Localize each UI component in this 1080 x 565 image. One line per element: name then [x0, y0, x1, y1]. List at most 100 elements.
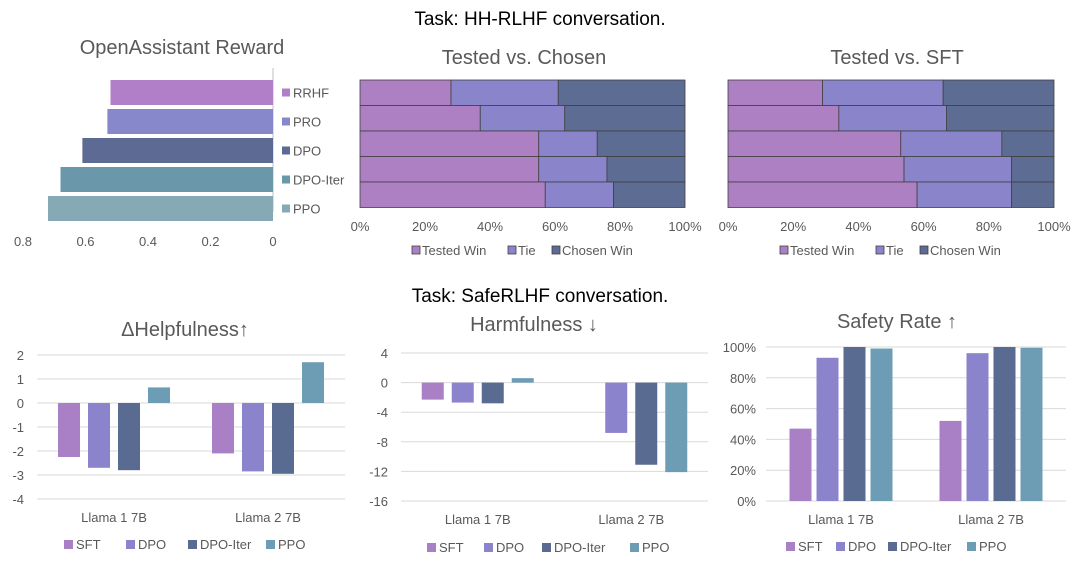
x-tick-label: 20%: [780, 219, 806, 234]
bar-segment-tie: [916, 181, 1013, 208]
x-tick-label: 20%: [412, 219, 438, 234]
legend-label: PPO: [278, 537, 305, 552]
category-label: Llama 1 7B: [445, 512, 511, 527]
legend-marker-chosen-win: [551, 245, 561, 255]
bar-ppo: [511, 378, 534, 383]
legend-marker-sft: [64, 540, 73, 549]
y-tick-label: 0%: [737, 494, 756, 509]
legend-marker-dpo-iter: [188, 540, 197, 549]
legend-label: DPO: [848, 539, 876, 554]
bar-dpo-iter: [60, 167, 273, 192]
x-tick-label: 80%: [976, 219, 1002, 234]
bar-segment-chosen-win: [613, 181, 686, 208]
chart-title: Tested vs. SFT: [830, 47, 963, 69]
y-tick-label: -4: [12, 492, 24, 507]
bar-dpo: [242, 403, 264, 472]
legend-marker-sft: [427, 543, 436, 552]
legend-marker-ppo: [266, 540, 275, 549]
bar-segment-tested-win: [727, 130, 902, 157]
legend-marker-ppo: [282, 204, 290, 213]
safety-rate-chart: Safety Rate ↑ 100% 80% 60% 40% 20% 0% Llama 1 7…: [723, 311, 1066, 554]
bar-segment-chosen-win: [1011, 156, 1055, 183]
bar-segment-tested-win: [359, 181, 546, 208]
bar-sft: [58, 403, 80, 457]
category-label: DPO-Iter: [293, 173, 345, 188]
legend-label: Tie: [886, 243, 904, 258]
category-label: PRO: [293, 115, 321, 130]
bar-segment-tie: [903, 156, 1013, 183]
bar-sft: [789, 428, 812, 501]
legend-label: SFT: [76, 537, 101, 552]
x-tick-label: 0.2: [201, 234, 219, 249]
x-tick-label: 40%: [845, 219, 871, 234]
bar-segment-tie: [538, 130, 598, 157]
legend-label: Chosen Win: [930, 243, 1001, 258]
legend-marker-sft: [786, 542, 795, 551]
bar-dpo: [816, 357, 839, 501]
bar-segment-tie: [900, 130, 1003, 157]
legend-label: PPO: [642, 540, 669, 555]
bar-dpo: [605, 382, 628, 433]
y-tick-label: -16: [369, 494, 388, 509]
y-tick-label: -12: [369, 464, 388, 479]
bar-segment-tie: [544, 181, 614, 208]
x-tick-label: 80%: [607, 219, 633, 234]
legend-marker-dpo-iter: [282, 175, 290, 184]
legend-label: Chosen Win: [562, 243, 633, 258]
x-tick-label: 0.6: [76, 234, 94, 249]
bar-ppo: [148, 387, 170, 403]
bar-dpo-iter: [481, 382, 504, 404]
helpfulness-chart: ΔHelpfulness↑ 2 1 0 -1 -2 -3 -4 Llama 1 7B Llama …: [12, 319, 345, 552]
y-tick-label: -2: [12, 444, 24, 459]
bar-rrhf: [110, 80, 273, 105]
y-tick-label: 0: [381, 376, 388, 391]
category-label: Llama 2 7B: [598, 512, 664, 527]
bar-ppo: [665, 382, 688, 473]
legend-marker-dpo: [836, 542, 845, 551]
bar-sft: [212, 403, 234, 454]
tested-vs-chosen-chart: Tested vs. Chosen 0% 20% 40% 60% 80% 100% Teste…: [351, 47, 702, 258]
bar-segment-chosen-win: [596, 130, 686, 157]
y-tick-label: 80%: [730, 371, 756, 386]
harmfulness-chart: Harmfulness ↓ 4 0 -4 -8 -12 -16 Llama 1 7B Llama…: [369, 314, 708, 555]
bar-segment-chosen-win: [1011, 181, 1055, 208]
legend-marker-pro: [282, 117, 290, 126]
x-tick-label: 0.4: [139, 234, 157, 249]
y-tick-label: 100%: [723, 340, 757, 355]
y-tick-label: 2: [17, 348, 24, 363]
y-tick-label: 40%: [730, 432, 756, 447]
x-tick-label: 0%: [719, 219, 738, 234]
y-tick-label: 1: [17, 372, 24, 387]
y-tick-label: 60%: [730, 402, 756, 417]
bar-segment-tested-win: [359, 156, 540, 183]
bar-dpo: [82, 138, 273, 163]
bar-segment-tested-win: [727, 105, 840, 132]
category-label: Llama 2 7B: [958, 512, 1024, 527]
legend-marker-dpo-iter: [888, 542, 897, 551]
y-tick-label: -1: [12, 420, 24, 435]
chart-title: OpenAssistant Reward: [80, 37, 285, 59]
bar-sft: [421, 382, 444, 400]
legend-marker-tested-win: [779, 245, 789, 255]
y-tick-label: -8: [376, 435, 388, 450]
task-title-hh-rlhf: Task: HH-RLHF conversation.: [414, 9, 665, 30]
x-tick-label: 100%: [668, 219, 702, 234]
category-label: DPO: [293, 144, 321, 159]
bar-segment-chosen-win: [1001, 130, 1055, 157]
legend-label: DPO-Iter: [200, 537, 252, 552]
legend-label: SFT: [439, 540, 464, 555]
legend-label: DPO: [496, 540, 524, 555]
legend-marker-tie: [507, 245, 517, 255]
bar-segment-tie: [479, 105, 566, 132]
bar-segment-chosen-win: [942, 79, 1055, 106]
task-title-saferlhf: Task: SafeRLHF conversation.: [412, 286, 669, 307]
bar-segment-tested-win: [727, 181, 918, 208]
chart-title: ΔHelpfulness↑: [121, 319, 249, 341]
bar-segment-tie: [822, 79, 944, 106]
y-tick-label: 0: [17, 396, 24, 411]
chart-title: Tested vs. Chosen: [442, 47, 607, 69]
x-tick-label: 100%: [1037, 219, 1071, 234]
x-tick-label: 0.8: [14, 234, 32, 249]
bar-segment-chosen-win: [606, 156, 686, 183]
tested-vs-sft-chart: Tested vs. SFT 0% 20% 40% 60% 80% 100% Tested W…: [719, 47, 1071, 258]
